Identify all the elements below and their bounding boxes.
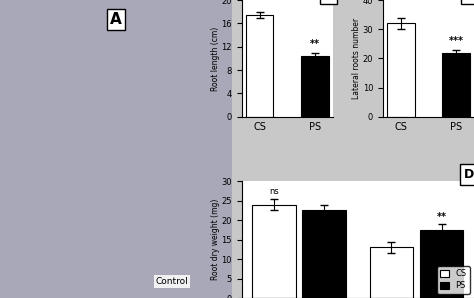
Bar: [246, 15, 273, 117]
Bar: [442, 52, 470, 117]
Text: ns: ns: [269, 187, 279, 196]
Bar: [302, 210, 346, 298]
Y-axis label: Lateral roots number: Lateral roots number: [352, 18, 361, 99]
Bar: [301, 55, 328, 117]
Text: **: **: [437, 212, 447, 222]
Text: Control: Control: [155, 277, 188, 286]
Bar: [387, 23, 415, 117]
Text: A: A: [110, 12, 122, 27]
Text: ***: ***: [448, 36, 464, 46]
Legend: CS, PS: CS, PS: [437, 266, 470, 294]
Y-axis label: Root dry weight (mg): Root dry weight (mg): [211, 199, 220, 280]
Bar: [370, 247, 413, 298]
Text: **: **: [310, 39, 320, 49]
Bar: [252, 204, 296, 298]
Bar: [419, 230, 464, 298]
Text: D: D: [464, 168, 474, 181]
Y-axis label: Root length (cm): Root length (cm): [211, 26, 220, 91]
